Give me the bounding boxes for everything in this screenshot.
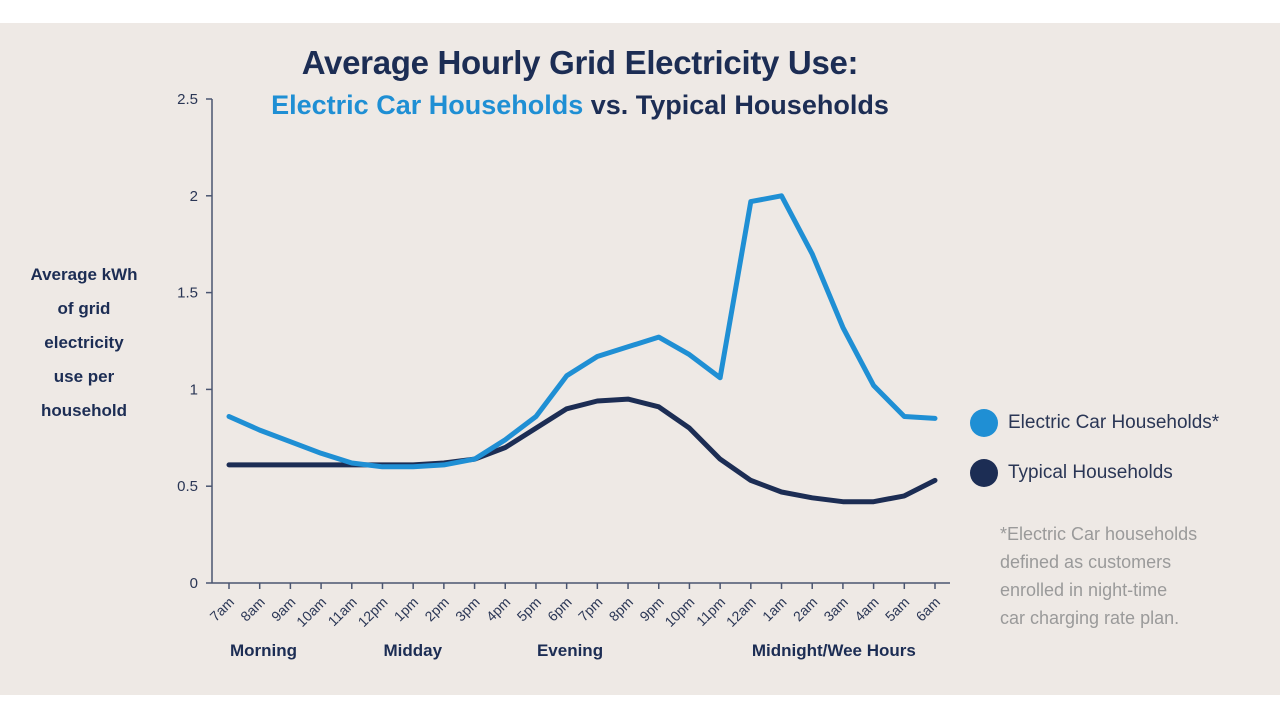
x-tick-label: 3am	[820, 594, 851, 625]
footnote-line: *Electric Car households	[1000, 524, 1198, 544]
subtitle-highlight: Electric Car Households	[271, 90, 584, 120]
y-tick-label: 1	[190, 381, 198, 398]
footnote: *Electric Car households defined as cust…	[1000, 520, 1260, 632]
x-tick-label: 1am	[759, 594, 790, 625]
legend-swatch-typical	[970, 459, 998, 487]
x-tick-label: 10am	[293, 594, 329, 630]
x-tick-label: 8am	[237, 594, 268, 625]
x-tick-label: 11pm	[693, 594, 728, 629]
period-label: Evening	[537, 641, 603, 660]
x-tick-label: 4am	[851, 594, 882, 625]
series-line-ev	[226, 193, 938, 470]
y-tick-label: 1.5	[177, 285, 198, 302]
legend-label-typical: Typical Households	[1008, 462, 1173, 483]
y-axis-label-line: electricity	[44, 333, 124, 352]
y-tick-label: 2	[190, 188, 198, 205]
x-tick-label: 1pm	[391, 594, 422, 625]
period-label: Midday	[383, 641, 442, 660]
x-tick-label: 8pm	[606, 594, 637, 625]
x-tick-label: 3pm	[452, 594, 483, 625]
period-label: Morning	[230, 641, 297, 660]
footnote-line: enrolled in night-time	[1000, 580, 1168, 600]
x-tick-label: 7am	[207, 594, 238, 625]
y-tick-label: 0.5	[177, 478, 198, 495]
footnote-line: defined as customers	[1000, 552, 1172, 572]
legend-label-ev: Electric Car Households*	[1008, 412, 1220, 433]
x-tick-label: 4pm	[483, 594, 514, 625]
y-axis-label-line: household	[41, 401, 127, 420]
footnote-line: car charging rate plan.	[1000, 608, 1180, 628]
x-tick-label: 11am	[325, 594, 360, 629]
y-tick-label: 0	[190, 575, 198, 592]
x-tick-label: 2am	[790, 594, 821, 625]
y-tick-label: 2.5	[177, 91, 198, 108]
x-tick-label: 12pm	[355, 594, 391, 630]
x-tick-label: 2pm	[421, 594, 452, 625]
subtitle-rest: vs. Typical Households	[583, 90, 889, 120]
x-tick-label: 12am	[723, 594, 759, 630]
x-tick-label: 10pm	[661, 594, 697, 630]
y-axis-label-line: Average kWh	[30, 265, 138, 284]
legend-item-ev: Electric Car Households*	[970, 409, 1219, 437]
period-label: Midnight/Wee Hours	[752, 641, 916, 660]
y-axis-label-line: of grid	[57, 299, 111, 318]
x-tick-label: 5am	[882, 594, 913, 625]
y-axis-label: Average kWh of grid electricity use per …	[14, 258, 154, 428]
x-tick-label: 7pm	[575, 594, 606, 625]
chart-subtitle: Electric Car Households vs. Typical Hous…	[0, 90, 1160, 121]
x-tick-label: 5pm	[514, 594, 545, 625]
x-tick-label: 6pm	[544, 594, 575, 625]
legend-swatch-ev	[970, 409, 998, 437]
legend-item-typical: Typical Households	[970, 459, 1173, 487]
series-line-typical	[226, 396, 938, 505]
chart-title: Average Hourly Grid Electricity Use:	[301, 44, 859, 81]
y-axis-label-line: use per	[53, 367, 115, 386]
x-tick-label: 6am	[913, 594, 944, 625]
